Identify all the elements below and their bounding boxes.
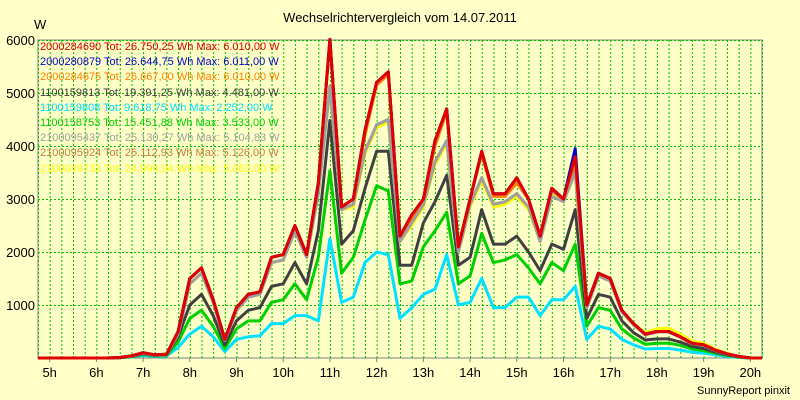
legend-entry-2000284675: 2000284675 Tot: 26.667,00 Wh Max: 6.010,… [40,71,280,84]
x-tick-label: 8h [183,365,197,380]
x-tick-label: 19h [693,365,715,380]
y-tick-label: 6000 [6,33,35,48]
x-tick-label: 16h [553,365,575,380]
legend-entry-1100159808: 1100159808 Tot: 9.618,75 Wh Max: 2.252,0… [40,101,273,114]
y-tick-label: 3000 [6,192,35,207]
x-tick-label: 15h [506,365,528,380]
y-tick-label: 5000 [6,86,35,101]
footer-credit: SunnyReport pinxit [697,385,790,397]
x-tick-label: 17h [599,365,621,380]
x-tick-label: 20h [739,365,761,380]
legend-entry-2100049733: 2100049733 Tot: 24.994,94 Wh Max: 5.062,… [40,162,280,175]
x-tick-label: 9h [229,365,243,380]
x-tick-label: 6h [89,365,103,380]
x-tick-label: 18h [646,365,668,380]
legend-entry-2100095924: 2100095924 Tot: 25.112,93 Wh Max: 5.126,… [40,147,279,160]
x-tick-label: 13h [413,365,435,380]
x-tick-label: 10h [272,365,294,380]
x-tick-label: 12h [366,365,388,380]
chart-title: Wechselrichtervergleich vom 14.07.2011 [283,10,517,25]
series-line-2000284690 [38,38,762,360]
legend-entry-1100158753: 1100158753 Tot: 15.451,88 Wh Max: 3.533,… [40,117,279,130]
legend-entry-1100159813: 1100159813 Tot: 19.391,25 Wh Max: 4.481,… [40,86,279,99]
legend-entry-2100095437: 2100095437 Tot: 25.130,27 Wh Max: 5.104,… [40,132,280,145]
x-tick-label: 7h [136,365,150,380]
x-tick-label: 14h [459,365,481,380]
y-axis-unit: W [34,17,47,32]
y-tick-label: 4000 [6,139,35,154]
y-tick-label: 2000 [6,245,35,260]
legend: 2000284690 Tot: 26.750,25 Wh Max: 6.010,… [40,40,280,177]
x-tick-label: 11h [320,365,341,380]
x-tick-label: 5h [42,365,56,380]
legend-entry-2000280879: 2000280879 Tot: 26.644,75 Wh Max: 6.011,… [40,56,279,69]
legend-entry-2000284690: 2000284690 Tot: 26.750,25 Wh Max: 6.010,… [40,41,280,53]
y-tick-label: 1000 [6,298,35,313]
